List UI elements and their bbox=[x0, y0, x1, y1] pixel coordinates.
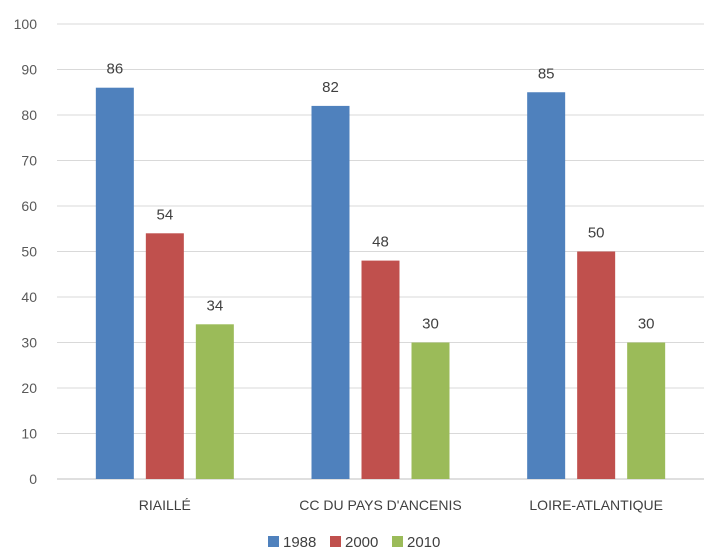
data-label: 86 bbox=[106, 61, 123, 78]
bar-2010-3 bbox=[627, 342, 666, 479]
data-label: 30 bbox=[422, 316, 439, 333]
legend-swatch-2000 bbox=[330, 536, 341, 547]
legend-swatch-2010 bbox=[392, 536, 403, 547]
legend-label: 2000 bbox=[345, 534, 378, 551]
y-tick-label: 0 bbox=[29, 471, 37, 487]
data-label: 30 bbox=[638, 316, 655, 333]
data-label: 54 bbox=[156, 206, 173, 223]
category-label: LOIRE-ATLANTIQUE bbox=[529, 497, 663, 513]
y-tick-label: 70 bbox=[21, 153, 37, 169]
data-label: 82 bbox=[322, 79, 339, 96]
y-tick-label: 60 bbox=[21, 198, 37, 214]
bar-1988-3 bbox=[527, 92, 566, 479]
legend-label: 2010 bbox=[407, 534, 440, 551]
bar-2010-1 bbox=[195, 324, 234, 479]
y-axis-ticks: 0 10 20 30 40 50 60 70 80 90 100 bbox=[14, 16, 38, 487]
data-label: 50 bbox=[588, 225, 605, 242]
bar-1988-2 bbox=[311, 105, 350, 480]
bar-2010-2 bbox=[411, 342, 450, 479]
y-tick-label: 20 bbox=[21, 380, 37, 396]
data-label: 48 bbox=[372, 234, 389, 251]
bar-2000-1 bbox=[145, 233, 184, 479]
legend-swatch-1988 bbox=[268, 536, 279, 547]
y-tick-label: 90 bbox=[21, 62, 37, 78]
data-label: 85 bbox=[538, 65, 555, 82]
legend: 1988 2000 2010 bbox=[268, 534, 440, 551]
y-tick-label: 40 bbox=[21, 289, 37, 305]
y-tick-label: 30 bbox=[21, 335, 37, 351]
bar-2000-2 bbox=[361, 260, 400, 479]
y-tick-label: 10 bbox=[21, 426, 37, 442]
category-label: RIAILLÉ bbox=[139, 497, 191, 513]
data-label: 34 bbox=[206, 297, 223, 314]
y-tick-label: 100 bbox=[14, 16, 38, 32]
legend-label: 1988 bbox=[283, 534, 316, 551]
x-axis-categories: RIAILLÉ CC DU PAYS D'ANCENIS LOIRE-ATLANTI… bbox=[139, 497, 663, 513]
y-tick-label: 80 bbox=[21, 107, 37, 123]
category-label: CC DU PAYS D'ANCENIS bbox=[299, 497, 461, 513]
data-labels: 86 54 34 82 48 30 85 50 30 bbox=[106, 61, 654, 333]
bar-1988-1 bbox=[95, 87, 134, 479]
y-tick-label: 50 bbox=[21, 244, 37, 260]
bar-2000-3 bbox=[577, 251, 616, 479]
bars bbox=[95, 87, 666, 480]
